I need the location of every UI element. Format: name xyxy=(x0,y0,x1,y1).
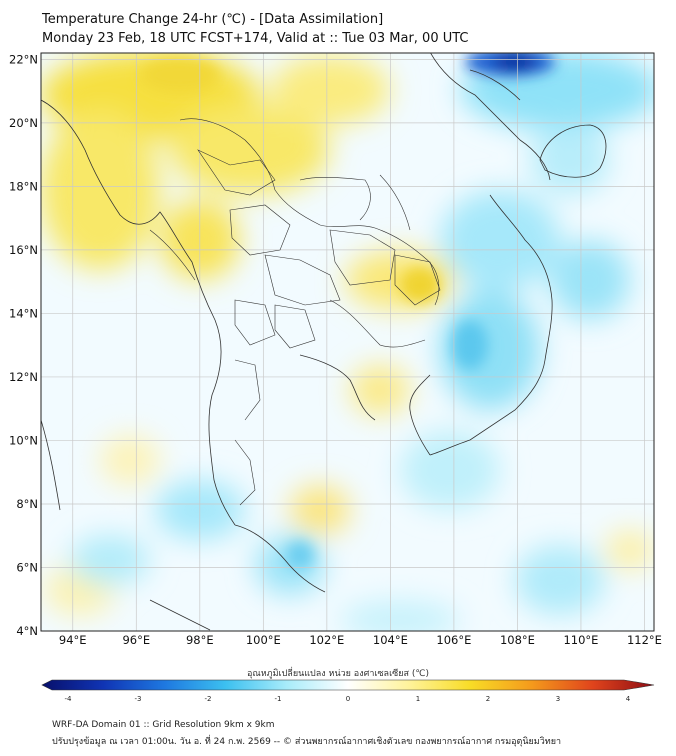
lon-tick-label: 104°E xyxy=(373,633,408,647)
lat-tick-label: 18°N xyxy=(9,179,38,193)
lat-tick-label: 6°N xyxy=(16,560,38,574)
lat-tick-label: 4°N xyxy=(16,624,38,638)
lat-tick-label: 22°N xyxy=(9,52,38,66)
colorbar: -4 -3 -2 -1 0 1 2 3 4 xyxy=(41,679,655,703)
lat-tick-label: 12°N xyxy=(9,370,38,384)
colorbar-tick-label: -3 xyxy=(135,695,142,703)
map-title: Temperature Change 24-hr (℃) - [Data Ass… xyxy=(42,12,384,27)
colorbar-tick-label: 2 xyxy=(486,695,490,703)
lon-tick-label: 100°E xyxy=(246,633,281,647)
latitude-labels: 22°N 20°N 18°N 16°N 14°N 12°N 10°N 8°N 6°N 4°N xyxy=(9,52,38,638)
temperature-change-field xyxy=(41,53,654,631)
footer-line-1: WRF-DA Domain 01 :: Grid Resolution 9km … xyxy=(52,720,275,730)
graticule xyxy=(41,53,654,632)
lat-tick-label: 8°N xyxy=(16,497,38,511)
lat-tick-label: 14°N xyxy=(9,306,38,320)
colorbar-tick-label: 1 xyxy=(416,695,420,703)
lon-tick-label: 96°E xyxy=(122,633,150,647)
coastlines xyxy=(41,53,607,631)
colorbar-tick-label: 3 xyxy=(556,695,560,703)
lon-tick-label: 112°E xyxy=(627,633,662,647)
lon-tick-label: 106°E xyxy=(436,633,471,647)
lat-tick-label: 20°N xyxy=(9,116,38,130)
lat-tick-label: 10°N xyxy=(9,433,38,447)
colorbar-title: อุณหภูมิเปลี่ยนแปลง หน่วย องศาเซลเซียส (… xyxy=(246,669,430,679)
longitude-labels: 94°E 96°E 98°E 100°E 102°E 104°E 106°E 108°E 110… xyxy=(59,633,662,647)
colorbar-tick-label: 0 xyxy=(346,695,350,703)
lon-tick-label: 108°E xyxy=(500,633,535,647)
lon-tick-label: 98°E xyxy=(186,633,214,647)
colorbar-tick-label: -2 xyxy=(205,695,212,703)
admin-borders xyxy=(149,118,441,506)
lat-tick-label: 16°N xyxy=(9,243,38,257)
colorbar-tick-label: -1 xyxy=(275,695,282,703)
map-subtitle: Monday 23 Feb, 18 UTC FCST+174, Valid at… xyxy=(42,31,469,46)
colorbar-tick-label: 4 xyxy=(626,695,631,703)
lon-tick-label: 110°E xyxy=(563,633,598,647)
map-frame xyxy=(40,52,655,632)
colorbar-tick-label: -4 xyxy=(65,695,73,703)
lon-tick-label: 94°E xyxy=(59,633,87,647)
lon-tick-label: 102°E xyxy=(309,633,344,647)
footer-line-2: ปรับปรุงข้อมูล ณ เวลา 01:00น. วัน อ. ที่… xyxy=(52,737,562,747)
